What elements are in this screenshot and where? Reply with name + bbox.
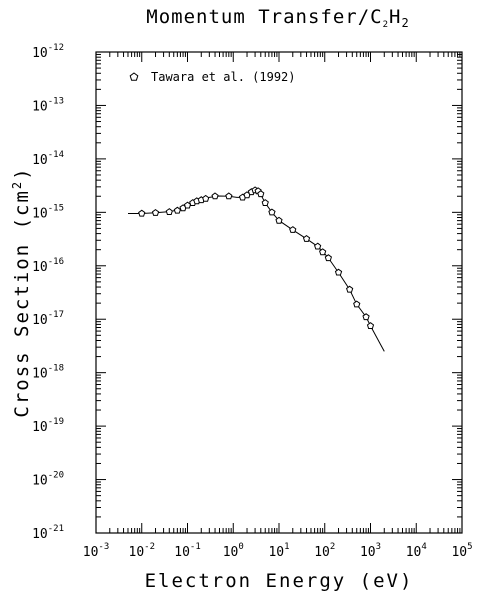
y-tick-label: 10-12 (32, 43, 64, 61)
axis-ticks (95, 51, 463, 534)
y-tick-label: 10-21 (32, 524, 64, 542)
x-tick-label: 101 (268, 542, 289, 560)
data-point (319, 248, 327, 256)
y-tick-label: 10-16 (32, 257, 64, 275)
data-point (151, 208, 160, 216)
x-tick-label: 103 (360, 542, 381, 560)
data-point (225, 192, 233, 200)
data-point (302, 234, 311, 242)
legend-marker (129, 72, 139, 81)
data-point (324, 254, 332, 262)
y-axis-label: Cross Section (cm2) (10, 166, 33, 417)
fit-curve-group (128, 189, 385, 352)
y-tick-labels: 10-21 10-20 10-19 10-18 10-17 10-16 10-15 10-14… (32, 43, 64, 542)
x-tick-label: 100 (223, 542, 244, 560)
legend: Tawara et al. (1992) (129, 70, 296, 84)
data-point (138, 209, 146, 217)
data-point (366, 322, 375, 329)
fit-curve (128, 189, 385, 352)
data-point (261, 199, 269, 206)
data-point (362, 313, 370, 321)
x-axis-label: Electron Energy (eV) (145, 570, 414, 592)
data-point (353, 300, 361, 308)
x-tick-label: 10-3 (83, 542, 110, 560)
x-tick-label: 105 (451, 542, 472, 560)
y-tick-label: 10-15 (32, 203, 64, 221)
data-markers (138, 186, 375, 329)
data-point (314, 242, 322, 250)
data-point (202, 194, 210, 202)
data-point (257, 190, 265, 198)
x-tick-label: 102 (314, 542, 335, 560)
data-point (165, 208, 173, 215)
x-tick-label: 10-1 (174, 542, 201, 560)
data-point (173, 206, 181, 214)
data-point (211, 192, 219, 200)
data-point (346, 285, 354, 293)
x-tick-label: 104 (406, 542, 427, 560)
y-tick-label: 10-17 (32, 310, 64, 328)
data-point (275, 216, 283, 224)
x-tick-label: 10-2 (129, 542, 156, 560)
y-tick-label: 10-18 (32, 364, 64, 382)
y-tick-label: 10-19 (32, 417, 64, 435)
data-point (334, 268, 343, 276)
y-tick-label: 10-13 (32, 96, 64, 114)
y-tick-label: 10-20 (32, 471, 64, 489)
data-point (289, 226, 297, 233)
plot-frame (95, 51, 463, 534)
y-tick-label: 10-14 (32, 150, 64, 168)
x-tick-labels: 10-3 10-2 10-1 100 101 102 103 104 105 (83, 542, 473, 560)
chart-title: Momentum Transfer/C2H2 (146, 6, 409, 30)
data-point (268, 208, 276, 216)
legend-label: Tawara et al. (1992) (151, 70, 296, 84)
